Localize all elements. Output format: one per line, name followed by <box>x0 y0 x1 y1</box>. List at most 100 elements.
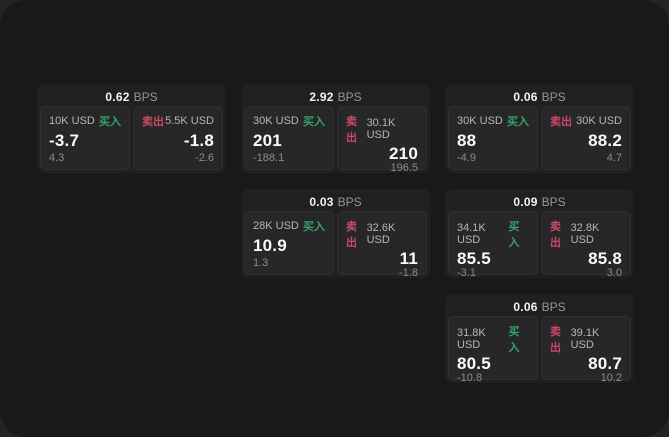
quote-card: 2.92 BPS 30K USD 买入 201 -188.1 卖出 30.1K … <box>241 84 430 174</box>
bps-unit-label: BPS <box>337 89 362 104</box>
buy-side-label: 买入 <box>508 221 520 249</box>
buy-amount: 10K USD <box>49 115 95 127</box>
buy-quote-panel[interactable]: 10K USD 买入 -3.7 4.3 <box>40 106 130 170</box>
sell-amount: 5.5K USD <box>165 115 214 127</box>
buy-top-row: 30K USD 买入 <box>253 113 325 129</box>
sell-side-label: 卖出 <box>346 221 357 249</box>
buy-top-row: 30K USD 买入 <box>457 113 529 129</box>
sell-quote-panel[interactable]: 卖出 39.1K USD 80.7 10.2 <box>541 316 631 384</box>
sell-delta: -1.8 <box>399 267 418 279</box>
quote-card: 0.09 BPS 34.1K USD 买入 85.5 -3.1 卖出 32.8K… <box>445 189 634 279</box>
bps-unit-label: BPS <box>541 89 566 104</box>
bps-value: 0.09 <box>513 194 538 209</box>
sell-top-row: 卖出 5.5K USD <box>142 113 214 129</box>
buy-quote-panel[interactable]: 30K USD 买入 201 -188.1 <box>244 106 334 170</box>
buy-amount: 28K USD <box>253 220 299 232</box>
buy-delta: -10.8 <box>457 372 483 384</box>
buy-amount: 31.8K USD <box>457 327 486 351</box>
buy-amount: 30K USD <box>253 115 299 127</box>
sell-quote-panel[interactable]: 卖出 30K USD 88.2 4.7 <box>541 106 631 170</box>
sell-quote-panel[interactable]: 卖出 32.6K USD 11 -1.8 <box>337 211 427 279</box>
buy-amount: 30K USD <box>457 115 503 127</box>
sell-quote-panel[interactable]: 卖出 5.5K USD -1.8 -2.6 <box>133 106 223 170</box>
buy-price: 88 <box>457 131 477 150</box>
buy-delta: 4.3 <box>49 152 65 164</box>
sell-delta: 196.5 <box>390 162 418 174</box>
bps-unit-label: BPS <box>133 89 158 104</box>
sell-amount: 32.6K USD <box>366 222 396 246</box>
sell-amount: 30K USD <box>576 115 622 127</box>
sell-top-row: 卖出 32.6K USD <box>346 218 418 250</box>
buy-side-label: 买入 <box>303 221 325 233</box>
buy-quote-panel[interactable]: 31.8K USD 买入 80.5 -10.8 <box>448 316 538 384</box>
sell-delta: -2.6 <box>195 152 214 164</box>
bps-value: 2.92 <box>309 89 334 104</box>
buy-side-label: 买入 <box>303 116 325 128</box>
buy-top-row: 28K USD 买入 <box>253 218 325 234</box>
sell-delta: 10.2 <box>600 372 622 384</box>
buy-delta: -188.1 <box>253 152 285 164</box>
bps-value: 0.06 <box>513 89 538 104</box>
sell-side-label: 卖出 <box>346 116 357 144</box>
card-header: 0.03 BPS <box>244 192 427 211</box>
sell-top-row: 卖出 30K USD <box>550 113 622 129</box>
card-header: 0.62 BPS <box>40 87 223 106</box>
bps-unit-label: BPS <box>541 194 566 209</box>
sell-quote-panel[interactable]: 卖出 32.8K USD 85.8 3.0 <box>541 211 631 279</box>
sell-side-label: 卖出 <box>550 221 561 249</box>
sell-price: -1.8 <box>183 131 214 150</box>
card-body: 34.1K USD 买入 85.5 -3.1 卖出 32.8K USD 85.8… <box>448 211 631 279</box>
buy-top-row: 31.8K USD 买入 <box>457 323 529 355</box>
buy-side-label: 买入 <box>508 326 520 354</box>
bps-value: 0.06 <box>513 299 538 314</box>
sell-delta: 3.0 <box>606 267 622 279</box>
card-header: 0.06 BPS <box>448 297 631 316</box>
card-body: 30K USD 买入 88 -4.9 卖出 30K USD 88.2 4.7 <box>448 106 631 170</box>
sell-side-label: 卖出 <box>142 116 164 128</box>
bps-unit-label: BPS <box>541 299 566 314</box>
sell-amount: 30.1K USD <box>366 117 396 141</box>
bps-value: 0.03 <box>309 194 334 209</box>
card-body: 31.8K USD 买入 80.5 -10.8 卖出 39.1K USD 80.… <box>448 316 631 384</box>
bps-unit-label: BPS <box>337 194 362 209</box>
sell-top-row: 卖出 32.8K USD <box>550 218 622 250</box>
card-header: 0.09 BPS <box>448 192 631 211</box>
sell-side-label: 卖出 <box>550 116 572 128</box>
sell-amount: 32.8K USD <box>570 222 600 246</box>
buy-top-row: 34.1K USD 买入 <box>457 218 529 250</box>
sell-side-label: 卖出 <box>550 326 561 354</box>
card-body: 10K USD 买入 -3.7 4.3 卖出 5.5K USD -1.8 -2.… <box>40 106 223 170</box>
sell-price: 85.8 <box>588 249 622 268</box>
buy-price: -3.7 <box>49 131 80 150</box>
sell-price: 88.2 <box>588 131 622 150</box>
quote-card: 0.62 BPS 10K USD 买入 -3.7 4.3 卖出 5.5K USD… <box>37 84 226 173</box>
quote-card: 0.06 BPS 30K USD 买入 88 -4.9 卖出 30K USD 8… <box>445 84 634 173</box>
quote-card: 0.06 BPS 31.8K USD 买入 80.5 -10.8 卖出 39.1… <box>445 294 634 384</box>
sell-top-row: 卖出 30.1K USD <box>346 113 418 145</box>
sell-price: 80.7 <box>588 354 622 373</box>
card-body: 28K USD 买入 10.9 1.3 卖出 32.6K USD 11 -1.8 <box>244 211 427 279</box>
buy-quote-panel[interactable]: 28K USD 买入 10.9 1.3 <box>244 211 334 275</box>
sell-price: 210 <box>389 144 418 163</box>
buy-delta: -3.1 <box>457 267 476 279</box>
buy-delta: -4.9 <box>457 152 476 164</box>
sell-quote-panel[interactable]: 卖出 30.1K USD 210 196.5 <box>337 106 427 174</box>
buy-price: 80.5 <box>457 354 491 373</box>
cards-grid: 0.62 BPS 10K USD 买入 -3.7 4.3 卖出 5.5K USD… <box>37 84 634 384</box>
buy-price: 10.9 <box>253 236 287 255</box>
buy-quote-panel[interactable]: 34.1K USD 买入 85.5 -3.1 <box>448 211 538 279</box>
buy-amount: 34.1K USD <box>457 222 486 246</box>
sell-amount: 39.1K USD <box>570 327 600 351</box>
sell-top-row: 卖出 39.1K USD <box>550 323 622 355</box>
bps-value: 0.62 <box>105 89 130 104</box>
buy-top-row: 10K USD 买入 <box>49 113 121 129</box>
buy-quote-panel[interactable]: 30K USD 买入 88 -4.9 <box>448 106 538 170</box>
card-body: 30K USD 买入 201 -188.1 卖出 30.1K USD 210 1… <box>244 106 427 174</box>
buy-side-label: 买入 <box>99 116 121 128</box>
sell-delta: 4.7 <box>606 152 622 164</box>
buy-price: 85.5 <box>457 249 491 268</box>
buy-delta: 1.3 <box>253 257 269 269</box>
quote-card: 0.03 BPS 28K USD 买入 10.9 1.3 卖出 32.6K US… <box>241 189 430 279</box>
sell-price: 11 <box>399 249 418 268</box>
